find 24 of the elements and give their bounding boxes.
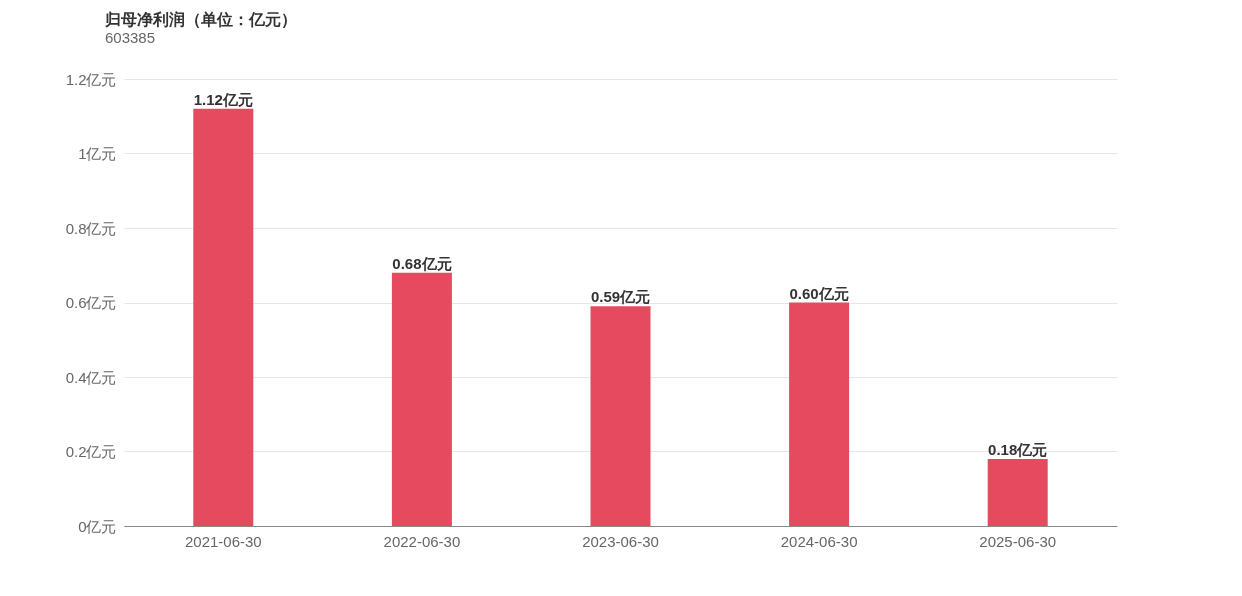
x-tick-label: 2021-06-30 xyxy=(184,532,262,550)
bar xyxy=(193,108,254,526)
chart-title: 归母净利润（单位：亿元） xyxy=(104,11,297,29)
bar xyxy=(987,458,1048,526)
data-label: 0.59亿元 xyxy=(590,288,651,306)
y-tick-label: 0.2亿元 xyxy=(65,443,117,460)
bar xyxy=(789,302,850,526)
y-tick-label: 0.6亿元 xyxy=(65,294,117,311)
y-tick-label: 0亿元 xyxy=(78,517,117,535)
data-label: 1.12亿元 xyxy=(193,90,253,108)
x-tick-label: 2022-06-30 xyxy=(383,532,461,550)
chart-subtitle: 603385 xyxy=(105,29,156,46)
y-tick-label: 0.8亿元 xyxy=(65,219,117,237)
y-tick-label: 0.4亿元 xyxy=(65,368,117,386)
bar xyxy=(391,272,452,526)
bar xyxy=(590,306,651,526)
data-label: 0.18亿元 xyxy=(988,440,1048,458)
x-tick-label: 2024-06-30 xyxy=(780,532,858,550)
x-tick-label: 2025-06-30 xyxy=(979,532,1057,550)
x-tick-label: 2023-06-30 xyxy=(582,532,659,550)
data-label: 0.68亿元 xyxy=(392,254,452,272)
y-tick-label: 1亿元 xyxy=(78,145,117,162)
data-label: 0.60亿元 xyxy=(789,284,849,302)
y-tick-label: 1.2亿元 xyxy=(65,70,117,88)
